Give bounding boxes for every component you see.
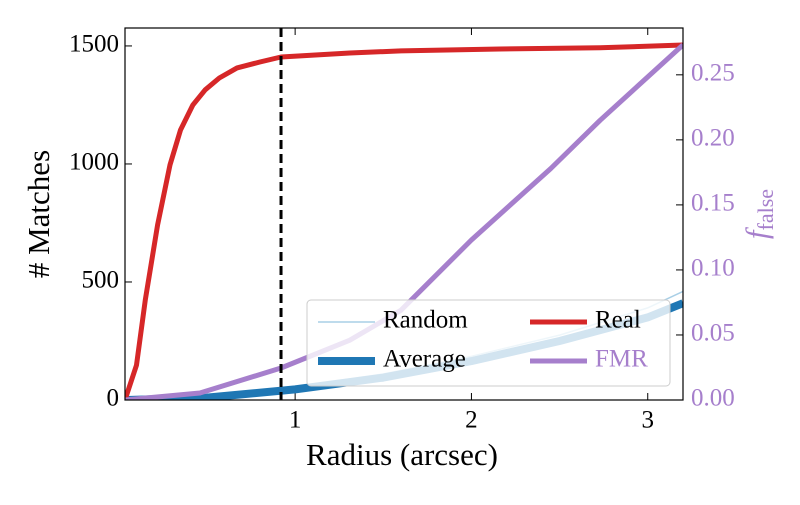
y2-axis-label-sub: false <box>753 189 778 231</box>
y2-tick-label: 0.25 <box>691 60 735 87</box>
y-tick-label: 1000 <box>69 149 119 176</box>
y2-tick-label: 0.20 <box>691 125 735 152</box>
y-axis-label: # Matches <box>21 150 56 278</box>
legend-label: FMR <box>595 346 648 373</box>
x-axis-label: Radius (arcsec) <box>306 437 498 472</box>
y2-tick-label: 0.15 <box>691 190 735 217</box>
legend-label: Random <box>383 307 468 334</box>
y2-tick-label: 0.05 <box>691 320 735 347</box>
y2-tick-label: 0.10 <box>691 255 735 282</box>
legend-label: Average <box>383 346 466 373</box>
x-tick-label: 1 <box>289 407 302 434</box>
y-tick-label: 500 <box>82 267 120 294</box>
y2-tick-label: 0.00 <box>691 385 735 412</box>
legend-label: Real <box>595 307 641 334</box>
x-tick-label: 3 <box>641 407 654 434</box>
series-line <box>125 42 683 400</box>
y-tick-label: 0 <box>107 385 120 412</box>
y2-axis-label: ffalse <box>739 189 778 239</box>
y-tick-label: 1500 <box>69 31 119 58</box>
plot-frame <box>124 27 684 401</box>
x-tick-label: 2 <box>465 407 478 434</box>
